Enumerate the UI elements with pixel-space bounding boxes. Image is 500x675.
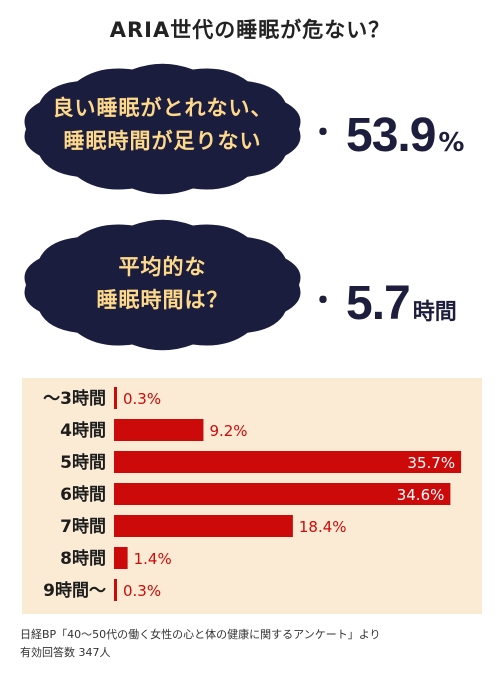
stat2-value-group: ・ 5.7 時間 [308, 276, 457, 331]
stat1-dot: ・ [308, 116, 338, 151]
stat2-label: 平均的な 睡眠時間は？ [20, 251, 305, 317]
stat1-value: 53.9 [346, 109, 436, 162]
stat1-label-line-1: 良い睡眠がとれない、 [52, 96, 273, 120]
stat1-label: 良い睡眠がとれない、 睡眠時間が足りない [20, 92, 305, 158]
footnote-sample-size: 有効回答数 347人 [20, 646, 111, 659]
cloud-shape-2 [24, 219, 301, 351]
cloud-bubble-2: 平均的な 睡眠時間は？ [20, 218, 305, 352]
stat1-value-group: ・ 53.9 % [308, 108, 464, 163]
stat2-unit: 時間 [412, 300, 457, 325]
stat1-unit: % [438, 128, 465, 158]
stat2-label-line-2: 睡眠時間は？ [96, 288, 229, 312]
stat2-value: 5.7 [346, 277, 411, 330]
chart-panel [22, 378, 482, 614]
stat1-label-line-2: 睡眠時間が足りない [63, 129, 262, 153]
footnote-source: 日経BP「40～50代の働く女性の心と体の健康に関するアンケート」より [20, 628, 381, 641]
stat2-dot: ・ [308, 284, 338, 319]
footnote: 日経BP「40～50代の働く女性の心と体の健康に関するアンケート」より 有効回答… [20, 626, 381, 662]
stat2-label-line-1: 平均的な [118, 255, 207, 279]
cloud-bubble-1: 良い睡眠がとれない、 睡眠時間が足りない [20, 62, 305, 196]
cloud-shape-1 [24, 63, 301, 195]
page-title: ARIA世代の睡眠が危ない？ [109, 18, 391, 42]
